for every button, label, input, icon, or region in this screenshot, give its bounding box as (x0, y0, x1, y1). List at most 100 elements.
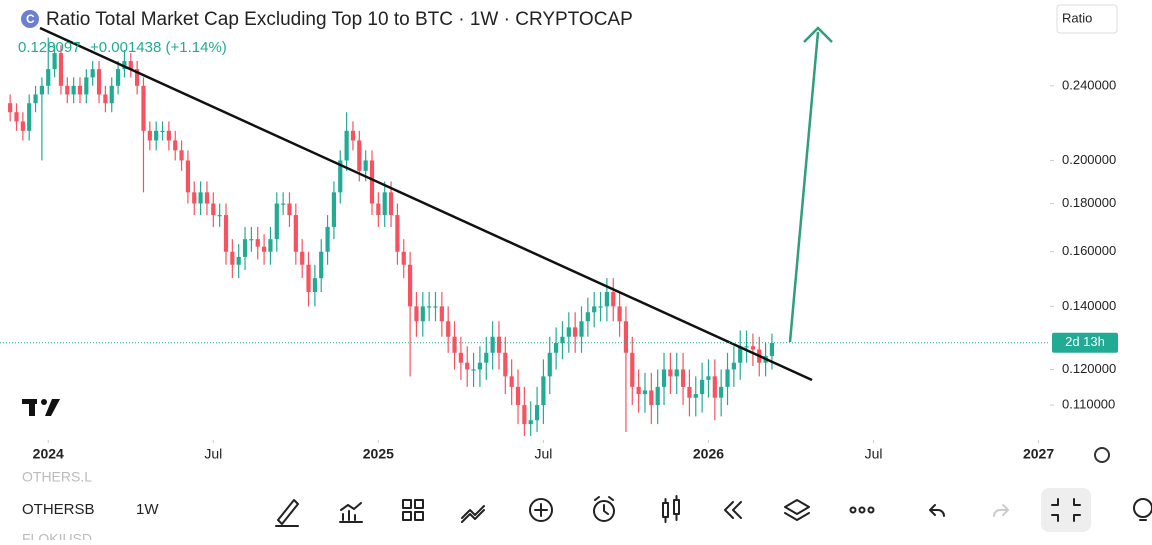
fullscreen-button-bg[interactable] (1041, 488, 1091, 532)
candle-body (680, 369, 686, 387)
layout-tool[interactable] (402, 499, 424, 521)
candle-body (515, 386, 521, 406)
candle-body (509, 376, 514, 387)
x-tick-label: 2024 (33, 446, 64, 462)
candle-body (293, 215, 298, 252)
axis-mode[interactable]: Ratio (1062, 10, 1092, 25)
candle-body (160, 130, 165, 133)
candle-body (230, 251, 235, 265)
countdown-box (1052, 332, 1118, 353)
x-tick-label: 2025 (363, 446, 394, 462)
candle-body (674, 369, 679, 377)
candle-body (300, 251, 305, 265)
candle-body (420, 306, 425, 322)
draw-tool[interactable] (275, 499, 299, 527)
fullscreen-button[interactable] (1051, 498, 1081, 522)
candle-body (312, 278, 317, 293)
last-price: 0.128097 (18, 39, 81, 56)
candle-body (281, 203, 286, 205)
candle-body (33, 94, 38, 104)
candle-body (274, 203, 279, 240)
candle-body (725, 369, 730, 387)
candle-body (58, 53, 64, 86)
candle-body (46, 69, 51, 86)
candle-body (261, 246, 267, 252)
candle-body (738, 346, 743, 363)
candle-body (623, 321, 629, 353)
candle-body (242, 239, 248, 257)
settings-button[interactable] (1094, 447, 1110, 463)
alert-tool[interactable] (593, 496, 615, 522)
symbol-list-item[interactable]: OTHERS.L (22, 469, 92, 485)
candle-body (585, 312, 590, 322)
candle-body (8, 103, 13, 113)
undo-button[interactable] (929, 504, 945, 517)
x-tick-label: 2027 (1023, 446, 1054, 462)
compare-tool[interactable] (461, 505, 485, 523)
redo-button[interactable] (993, 504, 1009, 517)
indicators-tool[interactable] (339, 502, 363, 523)
candle-body (452, 336, 457, 353)
symbol-button[interactable]: OTHERSB (22, 501, 95, 518)
candle-body (554, 343, 559, 353)
candle-body (465, 362, 470, 370)
candle-body (122, 61, 127, 70)
candle-body (649, 390, 654, 406)
candle-body (173, 140, 178, 151)
chart-type-tool[interactable] (662, 495, 680, 523)
replay-tool[interactable] (724, 501, 742, 519)
candle-body (331, 192, 337, 227)
y-tick-label: 0.140000 (1062, 298, 1116, 313)
candle-body (96, 69, 102, 95)
candle-body (592, 306, 597, 313)
candle-body (236, 256, 241, 265)
candle-body (65, 85, 70, 95)
candle-body (706, 376, 711, 380)
candle-body (84, 77, 89, 95)
candle-body (503, 352, 508, 377)
candle-body (750, 346, 756, 350)
candle-body (687, 386, 692, 398)
candle-body (471, 369, 476, 371)
overflow-button[interactable] (1133, 498, 1152, 521)
toolbar: OTHERS.L OTHERSB FLOKIUSD 1W (22, 469, 1152, 545)
candle-body (496, 336, 502, 353)
add-tool[interactable] (529, 498, 553, 522)
candle-body (388, 192, 394, 216)
candle-body (350, 130, 356, 141)
x-tick-label: Jul (204, 446, 222, 462)
candle-body (700, 379, 705, 395)
candle-body (693, 394, 698, 398)
symbol-icon-text: C (26, 12, 35, 26)
candle-body (192, 192, 197, 204)
symbol-list-item[interactable]: FLOKIUSD (22, 531, 92, 545)
candle-body (344, 130, 349, 161)
countdown-label: 2d 13h (1065, 334, 1105, 349)
candle-body (534, 405, 540, 421)
x-tick-label: Jul (534, 446, 552, 462)
candle-body (357, 140, 362, 171)
candle-body (154, 130, 159, 141)
tv-logo (22, 399, 60, 416)
candle-body (712, 376, 717, 398)
interval-button[interactable]: 1W (136, 501, 159, 518)
candle-body (27, 103, 32, 131)
candle-body (547, 352, 552, 377)
y-tick-label: 0.120000 (1062, 361, 1116, 376)
candle-body (338, 160, 343, 193)
layers-tool[interactable] (784, 499, 810, 521)
candle-body (611, 292, 616, 307)
candle-body (446, 321, 451, 337)
x-tick-label: 2026 (693, 446, 724, 462)
more-tool[interactable] (849, 506, 875, 514)
candle-body (407, 264, 413, 307)
candle-body (401, 251, 406, 265)
y-tick-label: 0.240000 (1062, 77, 1116, 92)
candle-body (541, 376, 546, 406)
candle-body (395, 215, 400, 252)
candle-body (369, 160, 375, 204)
candle-body (306, 264, 311, 293)
axis-mode-button[interactable] (1056, 4, 1118, 34)
